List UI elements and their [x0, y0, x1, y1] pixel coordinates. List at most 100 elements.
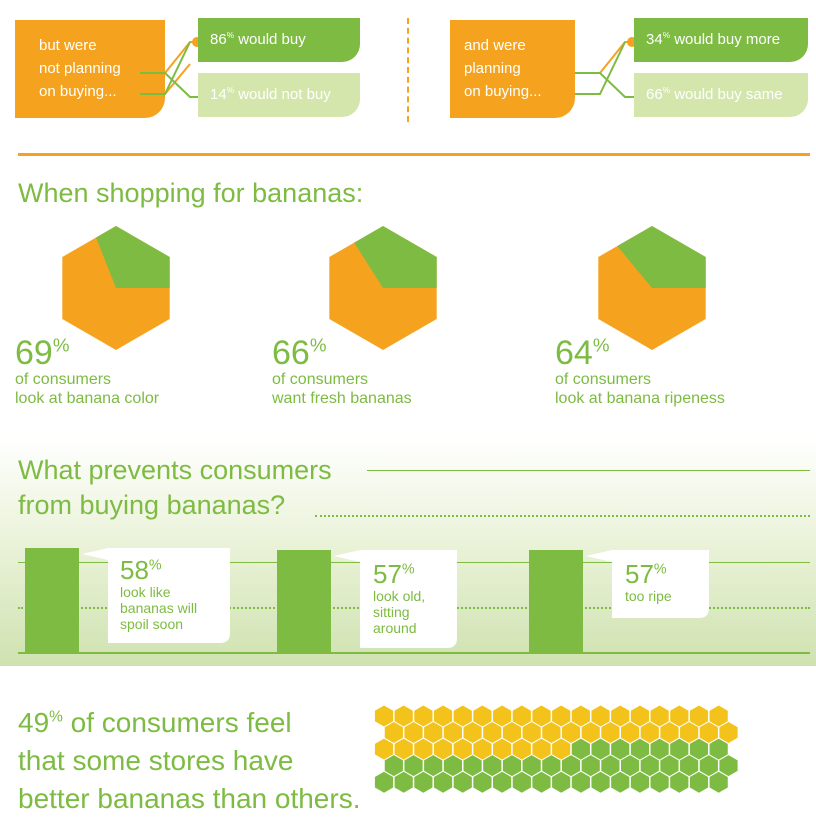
honeycomb-cell-green — [493, 771, 512, 793]
callout-line: sitting — [373, 604, 410, 620]
honeycomb-cell-yellow — [601, 722, 620, 744]
outcome-text: would buy — [234, 31, 306, 48]
honeycomb-cell-yellow — [630, 705, 650, 727]
honeycomb-cell-green — [414, 771, 433, 793]
hexagon-chart-fresh — [329, 226, 437, 350]
stores-line: 49% of consumers feel — [18, 704, 360, 742]
outcome-pct: 14 — [210, 86, 227, 103]
honeycomb-cell-yellow — [571, 705, 590, 727]
honeycomb-cell-green — [532, 771, 551, 793]
stat-line: of consumers — [15, 371, 112, 388]
honeycomb-cell-yellow — [650, 705, 669, 727]
honeycomb-cell-yellow — [640, 722, 659, 744]
honeycomb-cell-green — [483, 755, 502, 777]
honeycomb-cell-green — [522, 755, 541, 777]
stat-line: look at banana ripeness — [555, 390, 725, 407]
percent-sign: % — [662, 86, 671, 95]
honeycomb-cell-green — [660, 755, 679, 777]
honeycomb-cell-green — [630, 738, 650, 760]
honeycomb-cell-yellow — [374, 738, 394, 760]
stat-number: 64 — [555, 334, 593, 372]
stat-ripeness: 64% of consumers look at banana ripeness — [555, 336, 725, 408]
dotted-rule — [315, 515, 810, 517]
honeycomb-cell-yellow — [670, 705, 689, 727]
honeycomb-cell-green — [463, 755, 482, 777]
stat-number: 66 — [272, 334, 310, 372]
honeycomb-cell-green — [591, 771, 610, 793]
callout-spoil-content: 58% look like bananas will spoil soon — [120, 556, 197, 632]
honeycomb-cell-yellow — [433, 738, 453, 760]
honeycomb-cell-green — [680, 755, 699, 777]
orange-divider-line — [18, 153, 810, 156]
honeycomb-cell-green — [650, 738, 669, 760]
honeycomb-cell-green — [689, 738, 709, 760]
honeycomb-cell-yellow — [453, 738, 472, 760]
honeycomb-cell-yellow — [493, 705, 512, 727]
percent-sign: % — [226, 86, 235, 95]
callout-ripe — [586, 550, 709, 618]
callout-number: 57 — [625, 559, 654, 589]
left-outcome-not-buy: 14% would not buy — [198, 73, 360, 117]
right-lead-line: planning — [464, 60, 521, 77]
callout-line: too ripe — [625, 588, 672, 604]
stat-line: of consumers — [555, 371, 652, 388]
honeycomb-cell-yellow — [493, 738, 512, 760]
callout-pct: 57% — [373, 560, 425, 588]
percent-sign: % — [226, 31, 235, 40]
bar-old — [277, 550, 331, 653]
honeycomb-cell-yellow — [463, 722, 482, 744]
honeycomb-cell-yellow — [502, 722, 522, 744]
honeycomb-cell-yellow — [424, 722, 443, 744]
right-outcome-buy-more: 34% would buy more — [634, 18, 808, 62]
honeycomb-cell-green — [394, 771, 413, 793]
honeycomb-cell-green — [561, 755, 581, 777]
honeycomb-cell-green — [709, 738, 728, 760]
callout-pct: 58% — [120, 556, 197, 584]
honeycomb-cell-yellow — [394, 738, 413, 760]
honeycomb-cell-green — [670, 771, 689, 793]
honeycomb-cell-green — [404, 755, 423, 777]
left-lead-box: but were not planning on buying... — [15, 20, 165, 118]
honeycomb-cell-green — [424, 755, 443, 777]
stat-line: want fresh bananas — [272, 390, 412, 407]
stat-fresh: 66% of consumers want fresh bananas — [272, 336, 412, 408]
prevents-heading-line1: What prevents consumers — [18, 455, 332, 485]
honeycomb-cell-yellow — [374, 705, 394, 727]
stat-line: of consumers — [272, 371, 369, 388]
shopping-heading: When shopping for bananas: — [18, 178, 364, 208]
honeycomb-cell-yellow — [620, 722, 640, 744]
bar-spoil — [25, 548, 79, 653]
honeycomb-cell-yellow — [483, 722, 502, 744]
right-outcome-buy-same: 66% would buy same — [634, 73, 808, 117]
honeycomb-cell-green — [443, 755, 462, 777]
honeycomb-cell-yellow — [611, 705, 630, 727]
honeycomb-cell-yellow — [433, 705, 453, 727]
stat-pct: 66% — [272, 336, 412, 370]
outcome-pct: 66 — [646, 86, 663, 103]
stat-number: 69 — [15, 334, 53, 372]
percent-sign: % — [662, 31, 671, 40]
vertical-dashed-divider — [407, 18, 409, 122]
honeycomb-cell-green — [433, 771, 453, 793]
percent-sign: % — [52, 334, 70, 356]
honeycomb-cell-green — [689, 771, 709, 793]
callout-line: bananas will — [120, 600, 198, 616]
callout-line: look like — [120, 584, 171, 600]
honeycomb-cell-yellow — [552, 738, 571, 760]
honeycomb-cell-yellow — [542, 722, 561, 744]
honeycomb-cell-green — [384, 755, 403, 777]
stores-line3: better bananas than others. — [18, 783, 361, 814]
honeycomb-cell-yellow — [453, 705, 472, 727]
honeycomb-cell-yellow — [414, 738, 433, 760]
callout-old — [334, 550, 457, 648]
honeycomb-cell-yellow — [512, 705, 531, 727]
honeycomb-cell-yellow — [443, 722, 462, 744]
honeycomb-cell-green — [650, 771, 669, 793]
callout-line: spoil soon — [120, 616, 184, 632]
stat-pct: 69% — [15, 336, 159, 370]
left-lead-line: on buying... — [39, 83, 117, 100]
honeycomb-cell-yellow — [473, 705, 492, 727]
honeycomb-cell-green — [620, 755, 640, 777]
percent-sign: % — [653, 561, 667, 578]
stores-line1: of consumers feel — [62, 707, 292, 738]
